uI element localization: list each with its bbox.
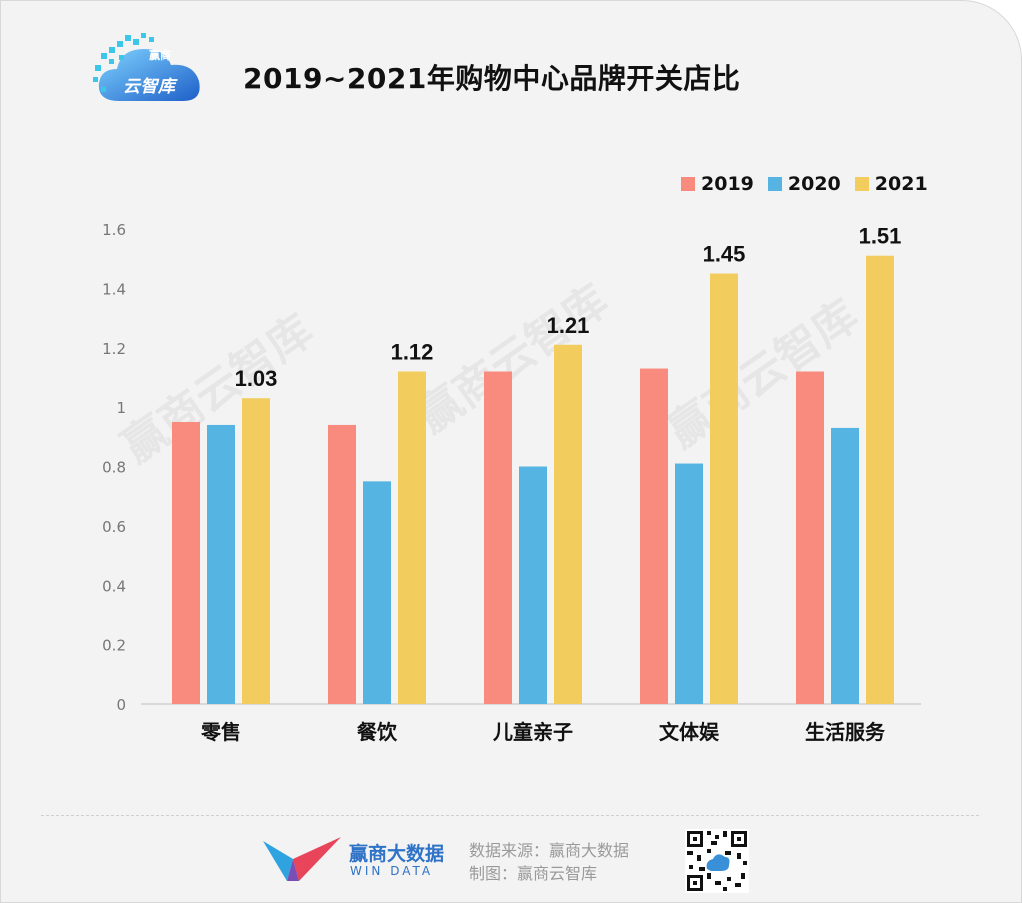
y-tick-label-0: 0 <box>116 696 126 714</box>
bar-2020-0 <box>207 424 235 704</box>
bar-2021-2 <box>554 344 582 704</box>
logo-brand-text: 赢商 <box>149 49 171 62</box>
data-label-4: 1.51 <box>859 224 902 249</box>
legend-label-2021: 2021 <box>874 173 928 195</box>
y-tick-label-3: 0.6 <box>102 518 126 536</box>
y-tick-label-1: 0.2 <box>102 637 126 655</box>
bar-2020-2 <box>519 466 547 704</box>
bar-2019-4 <box>796 371 824 704</box>
footer-divider <box>41 815 979 816</box>
legend-swatch-2019 <box>681 177 695 191</box>
source-line: 数据来源：赢商大数据 <box>469 841 630 860</box>
legend-label-2019: 2019 <box>701 173 754 195</box>
y-tick-label-4: 0.8 <box>102 459 126 477</box>
y-tick-label-7: 1.4 <box>102 280 126 298</box>
chart-title: 2019~2021年购物中心品牌开关店比 <box>243 62 741 95</box>
x-tick-label-3: 文体娱 <box>659 720 720 744</box>
x-tick-label-0: 零售 <box>200 720 241 744</box>
qr-code <box>685 829 749 893</box>
logo-text: 云智库 <box>123 77 176 97</box>
bar-2020-1 <box>363 481 391 704</box>
bar-2020-4 <box>831 427 859 704</box>
maker-line: 制图：赢商云智库 <box>469 864 598 883</box>
legend-item-2019: 2019 <box>681 173 754 195</box>
legend-item-2020: 2020 <box>767 173 841 195</box>
windata-logo <box>263 837 341 881</box>
brand-subtitle: WIN DATA <box>350 864 434 878</box>
bar-2021-3 <box>710 273 738 704</box>
bar-2019-2 <box>484 371 512 704</box>
source-note: 数据来源：赢商大数据 制图：赢商云智库 <box>469 839 629 885</box>
y-tick-label-8: 1.6 <box>102 221 126 239</box>
bar-2021-1 <box>398 371 426 704</box>
x-tick-label-2: 儿童亲子 <box>492 720 573 744</box>
y-tick-label-6: 1.2 <box>102 340 126 358</box>
y-tick-label-5: 1 <box>116 399 126 417</box>
bar-chart: 赢商云智库 赢商云智库 赢商云智库00.20.40.60.811.21.41.6零售… <box>102 221 921 744</box>
legend: 2019 2020 2021 <box>681 173 928 195</box>
bar-2019-1 <box>328 424 356 704</box>
bar-2021-0 <box>242 398 270 704</box>
legend-item-2021: 2021 <box>854 173 928 195</box>
y-tick-label-2: 0.4 <box>102 577 126 595</box>
legend-swatch-2020 <box>767 177 782 191</box>
watermark-1: 赢商云智库 <box>408 275 617 443</box>
data-label-3: 1.45 <box>703 242 746 267</box>
bar-2019-0 <box>172 421 200 704</box>
bar-2020-3 <box>675 463 703 704</box>
legend-swatch-2021 <box>854 177 869 191</box>
brand-name: 赢商大数据 <box>349 843 445 865</box>
bar-2021-4 <box>866 255 894 704</box>
data-label-1: 1.12 <box>391 340 434 365</box>
data-label-2: 1.21 <box>547 313 590 338</box>
x-tick-label-4: 生活服务 <box>805 720 886 744</box>
x-tick-label-1: 餐饮 <box>357 720 398 744</box>
bar-2019-3 <box>640 368 668 704</box>
data-label-0: 1.03 <box>235 366 278 391</box>
legend-label-2020: 2020 <box>787 173 841 195</box>
yunzhiku-logo <box>93 33 200 101</box>
